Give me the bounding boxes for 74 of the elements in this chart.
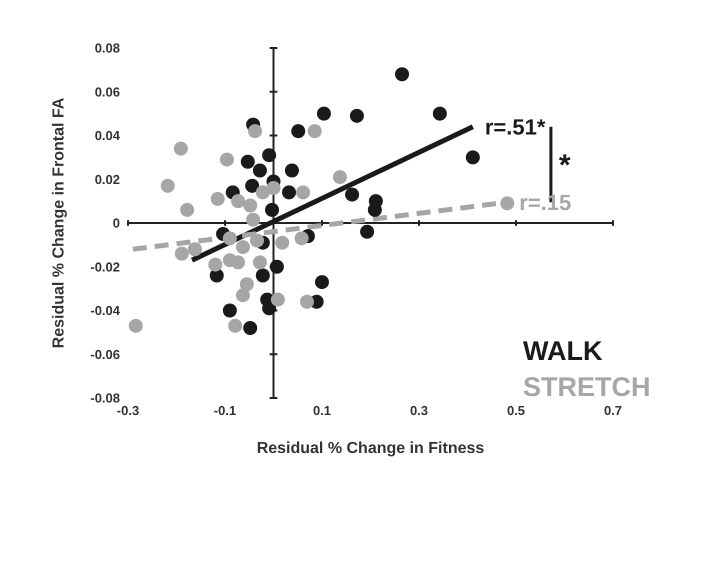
y-tick-label: 0.08 (94, 40, 120, 56)
point (240, 154, 255, 169)
annotation: r=.51* (484, 114, 546, 140)
point (282, 185, 296, 200)
point (360, 224, 374, 239)
point (291, 124, 306, 138)
y-axis-title: Residual % Change in Frontal FA (50, 97, 68, 348)
point (265, 202, 280, 217)
point (128, 318, 143, 333)
point (332, 170, 347, 184)
point (222, 304, 237, 318)
point (222, 231, 237, 246)
point (296, 185, 310, 200)
point (284, 164, 299, 178)
point (188, 242, 202, 256)
annotation: * (558, 149, 571, 182)
annotation: r=.15 (519, 190, 572, 216)
point (432, 106, 447, 121)
y-tick-label: 0.06 (94, 84, 120, 100)
point (174, 246, 189, 261)
point (174, 142, 188, 156)
point (500, 196, 514, 210)
point (252, 164, 267, 178)
y-tick-label: -0.08 (90, 390, 120, 406)
point (368, 202, 382, 217)
point (231, 255, 246, 270)
y-tick-label: -0.02 (90, 259, 120, 274)
x-tick-label: 0.5 (506, 403, 526, 418)
text: STRETCH (523, 371, 652, 404)
point (395, 67, 410, 82)
point (345, 188, 360, 202)
point (466, 150, 480, 164)
point (256, 185, 270, 200)
point (275, 236, 290, 250)
point (252, 255, 267, 270)
point (236, 288, 250, 302)
point (208, 258, 222, 272)
point (246, 212, 260, 227)
point (248, 124, 262, 138)
y-tick-label: 0.02 (94, 172, 120, 187)
x-tick-label: 0.3 (410, 403, 428, 418)
point (240, 277, 254, 292)
x-tick-label: -0.3 (116, 403, 140, 418)
point (220, 152, 234, 167)
point (270, 292, 285, 307)
point (270, 260, 284, 274)
y-tick-label: 0.04 (94, 128, 121, 144)
point (266, 181, 280, 195)
point (210, 192, 225, 206)
point (256, 268, 270, 282)
point (231, 194, 246, 208)
text: WALK (523, 335, 604, 368)
point (160, 178, 175, 193)
x-axis-title: Residual % Change in Fitness (256, 440, 484, 457)
point (243, 198, 258, 212)
point (245, 178, 260, 193)
y-tick-label: -0.06 (90, 346, 120, 362)
point (250, 234, 264, 248)
point (350, 108, 364, 123)
point (243, 321, 258, 335)
point (236, 240, 250, 254)
point (262, 148, 276, 162)
x-tick-label: 0.1 (312, 403, 332, 418)
x-tick-label: -0.1 (214, 403, 236, 418)
point (315, 275, 329, 290)
x-tick-label: 0.7 (604, 403, 622, 418)
point (228, 318, 242, 333)
point (294, 231, 309, 246)
point (308, 124, 322, 138)
y-tick-label: 0 (112, 216, 120, 231)
point (300, 294, 314, 309)
point (180, 202, 194, 217)
point (316, 106, 331, 121)
y-tick-label: -0.04 (90, 303, 121, 318)
